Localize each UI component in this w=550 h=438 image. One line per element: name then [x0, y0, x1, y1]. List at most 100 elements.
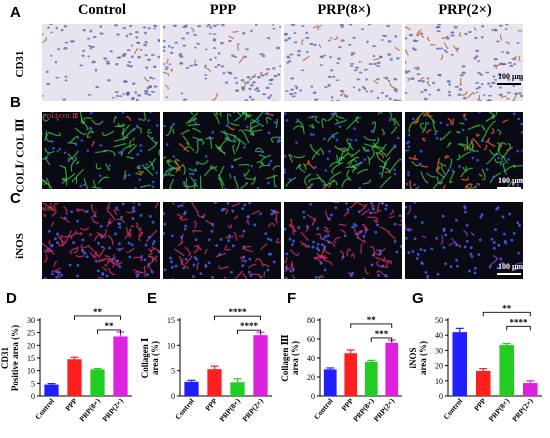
- micrograph-tile: [405, 202, 523, 279]
- micrograph-tile: [42, 24, 160, 101]
- x-tick-label: PRP(2×): [240, 396, 265, 423]
- significance-label: ****: [510, 317, 529, 327]
- x-tick-label: PRP(8×): [77, 396, 102, 423]
- y-tick-label: 15: [27, 354, 35, 363]
- column-title-prp8: PRP(8×): [317, 2, 371, 18]
- x-tick-label: PPP: [203, 396, 219, 413]
- significance-label: ****: [240, 321, 259, 331]
- micrograph-tile: [284, 24, 402, 101]
- legend-inos: iNOS: [43, 207, 57, 213]
- row-label-cd31: CD31: [14, 50, 26, 78]
- x-tick-label: Control: [173, 397, 196, 422]
- bar: [323, 369, 337, 396]
- row-label-col: COLⅠ/ COL Ⅲ: [14, 118, 27, 193]
- y-axis-label: area (%): [418, 341, 428, 375]
- x-tick-label: PRP(2×): [372, 396, 397, 423]
- column-title-control: Control: [77, 2, 127, 18]
- bar: [44, 384, 59, 396]
- bar: [522, 383, 538, 396]
- y-axis-label: Positive area (%): [10, 325, 20, 391]
- scale-bar-b: [497, 187, 521, 189]
- y-tick-label: 30: [435, 346, 443, 355]
- y-tick-label: 20: [435, 362, 443, 371]
- panel-letter-f: F: [287, 290, 297, 307]
- panel-letter-d: D: [6, 290, 17, 307]
- significance-bracket: [350, 323, 393, 328]
- bar: [364, 361, 378, 396]
- significance-bracket: [370, 337, 393, 342]
- significance-label: ****: [229, 307, 248, 317]
- y-tick-label: 20: [27, 341, 35, 350]
- x-tick-label: PRP(2×): [510, 396, 535, 423]
- significance-bracket: [97, 329, 121, 334]
- y-tick-label: 5: [31, 379, 35, 388]
- y-tick-label: 10: [167, 341, 175, 350]
- y-axis-label: Collagen Ⅰ: [140, 338, 150, 378]
- x-tick-label: Control: [441, 397, 464, 422]
- micrograph-tile: [42, 112, 160, 189]
- significance-label: **: [502, 303, 512, 313]
- y-tick-label: 80: [307, 316, 315, 325]
- bar: [385, 342, 399, 396]
- y-axis-label: area (%): [290, 341, 300, 375]
- y-tick-label: 30: [27, 316, 35, 325]
- significance-label: ***: [375, 329, 389, 339]
- x-tick-label: PPP: [340, 396, 356, 413]
- bar: [253, 335, 268, 396]
- scale-label-c: 100 μm: [498, 262, 524, 271]
- significance-bracket: [482, 311, 531, 317]
- panel-letter-b: B: [10, 94, 21, 111]
- bar: [207, 369, 222, 396]
- y-tick-label: 0: [439, 392, 443, 401]
- y-axis-label: area (%): [150, 341, 160, 375]
- micrograph-tile: [163, 112, 281, 189]
- y-tick-label: 50: [435, 316, 443, 325]
- y-tick-label: 0: [171, 392, 175, 401]
- micrograph-tile: [284, 112, 402, 189]
- scale-label-b: 100 μm: [498, 176, 524, 185]
- y-tick-label: 25: [27, 329, 35, 338]
- micrograph-tile: [163, 202, 281, 279]
- significance-bracket: [214, 315, 261, 321]
- micrograph-tile: [284, 202, 402, 279]
- scale-label-a: 100 μm: [498, 72, 524, 81]
- bar: [499, 345, 515, 396]
- micrograph-tile: [405, 24, 523, 101]
- bar: [452, 332, 468, 396]
- significance-label: **: [105, 321, 115, 331]
- bar: [230, 382, 245, 396]
- bar: [344, 353, 358, 396]
- chart-cd31: CD31 Positive area (%) 0 5 10 15 20 25 30 Control…: [0, 307, 132, 423]
- column-title-prp2: PRP(2×): [438, 2, 492, 18]
- significance-label: **: [367, 315, 377, 325]
- chart-inos: iNOS area (%) 0 10 20 30 40 50 Control PPPPRP(8×)…: [408, 303, 542, 423]
- x-tick-label: Control: [312, 397, 335, 422]
- bar: [90, 369, 105, 396]
- x-tick-label: PRP(2×): [100, 396, 125, 423]
- row-label-inos: iNOS: [14, 233, 26, 259]
- bar: [113, 336, 128, 396]
- y-tick-label: 15: [167, 316, 175, 325]
- micrograph-tile: [405, 112, 523, 189]
- micrograph-tile: [163, 24, 281, 101]
- y-tick-label: 0: [31, 392, 35, 401]
- x-tick-label: PPP: [472, 396, 488, 413]
- y-tick-label: 10: [435, 377, 443, 386]
- micrograph-tile: [42, 202, 160, 279]
- x-tick-label: PRP(8×): [217, 396, 242, 423]
- significance-label: **: [93, 307, 103, 317]
- significance-bracket: [74, 315, 121, 320]
- x-tick-label: Control: [33, 397, 56, 422]
- significance-bracket: [506, 325, 531, 331]
- panel-letter-g: G: [412, 290, 424, 307]
- y-tick-label: 40: [435, 331, 443, 340]
- bar: [184, 381, 199, 396]
- legend-col: COLⅠ/COL Ⅲ: [43, 114, 79, 120]
- bar: [475, 370, 491, 396]
- panel-letter-c: C: [10, 190, 21, 207]
- bar: [67, 359, 82, 396]
- x-tick-label: PRP(8×): [487, 396, 512, 423]
- y-axis-label: Collagen Ⅲ: [280, 334, 290, 381]
- y-tick-label: 10: [27, 367, 35, 376]
